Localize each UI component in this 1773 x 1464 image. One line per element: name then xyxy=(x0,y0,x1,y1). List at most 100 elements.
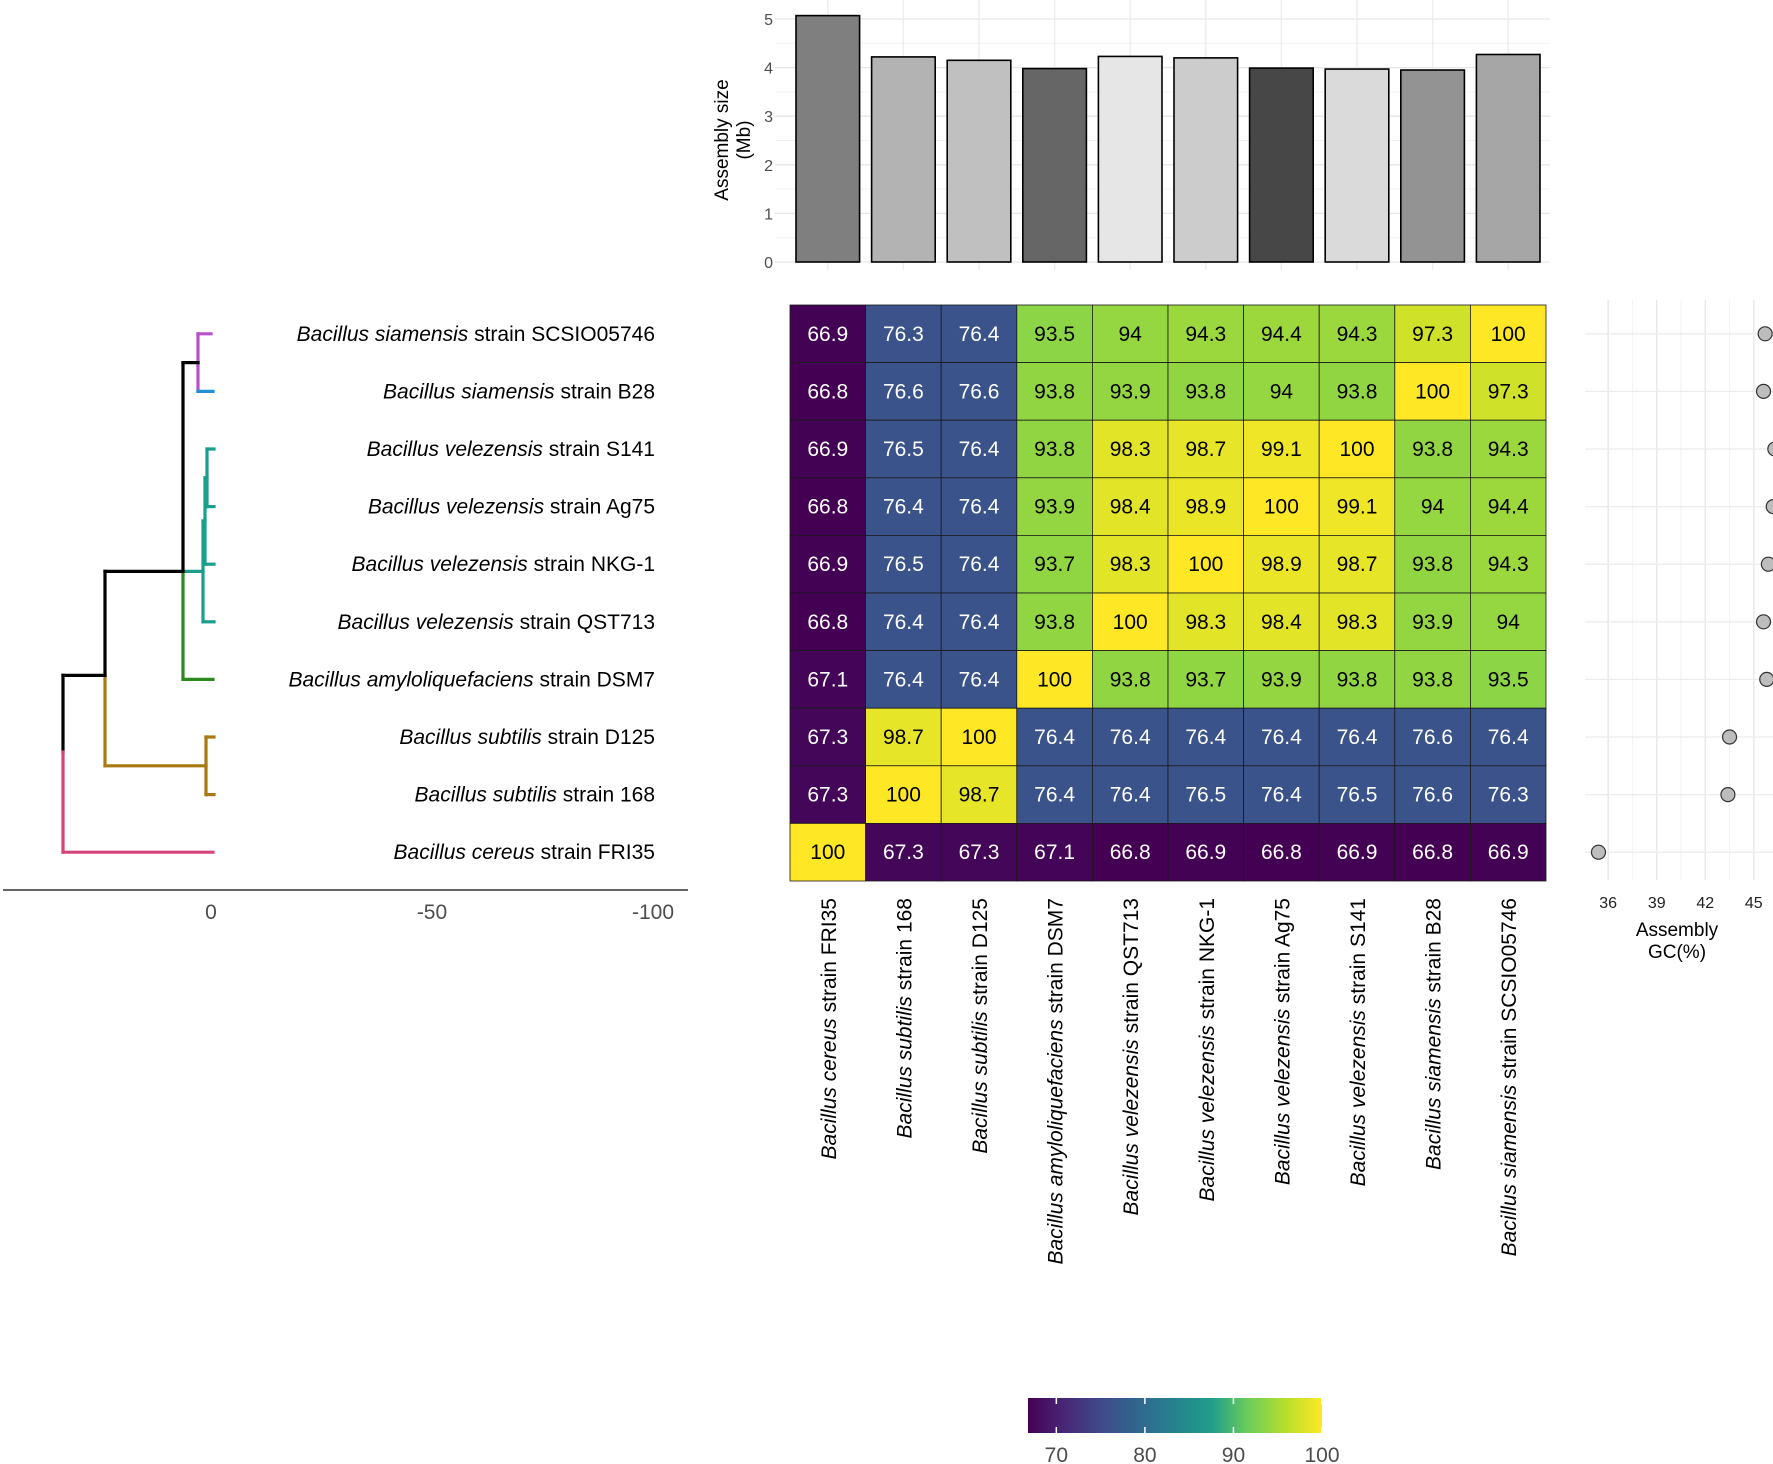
gc-x-axis-label-line: GC(%) xyxy=(1648,942,1706,963)
heatmap-cell-label: 93.9 xyxy=(1110,380,1151,403)
heatmap-cell-label: 98.3 xyxy=(1110,438,1151,461)
strain-species-name: Bacillus siamensis xyxy=(1498,1084,1521,1256)
bar-y-axis-label-line: (Mb) xyxy=(734,120,755,159)
heatmap-cell xyxy=(865,765,942,824)
heatmap-cell-label: 76.4 xyxy=(883,668,924,691)
heatmap-cell-label: 76.4 xyxy=(959,438,1000,461)
strain-species-name: Bacillus siamensis xyxy=(297,323,469,346)
heatmap-cell-label: 67.3 xyxy=(807,726,848,749)
heatmap-cell-label: 67.3 xyxy=(959,841,1000,864)
heatmap-cell xyxy=(865,535,942,594)
heatmap-cells xyxy=(789,304,1547,882)
heatmap-cell-label: 100 xyxy=(1264,496,1299,519)
heatmap-cell-label: 99.1 xyxy=(1261,438,1302,461)
tree-x-tick-label: -100 xyxy=(632,901,674,924)
heatmap-cell xyxy=(1394,707,1471,767)
heatmap-cell-label: 76.5 xyxy=(883,553,924,576)
heatmap-cell-label: 66.8 xyxy=(1261,841,1302,864)
heatmap-cell-label: 76.4 xyxy=(1110,784,1151,807)
gc-x-tick-label: 36 xyxy=(1599,895,1617,912)
tree-x-tick-label: -50 xyxy=(417,901,447,924)
heatmap-cell-label: 100 xyxy=(810,841,845,864)
heatmap-cell xyxy=(1167,477,1244,536)
heatmap-cell xyxy=(1243,592,1320,651)
heatmap-cell xyxy=(1243,419,1320,479)
heatmap-cell xyxy=(1016,362,1093,421)
heatmap-cell-label: 76.4 xyxy=(1337,726,1378,749)
bar-y-tick-label: 1 xyxy=(764,206,773,223)
heatmap-cell-label: 66.8 xyxy=(807,380,848,403)
heatmap-cell xyxy=(1470,765,1547,824)
strain-id: strain 168 xyxy=(893,898,916,996)
heatmap-cell-label: 94 xyxy=(1421,496,1445,519)
heatmap-cell-label: 100 xyxy=(1113,611,1148,634)
gc-plot-grid xyxy=(1585,300,1773,880)
heatmap-cell xyxy=(865,823,942,882)
heatmap-cell-label: 76.4 xyxy=(1034,726,1075,749)
gc-x-tick-label: 42 xyxy=(1696,895,1714,912)
heatmap-cell xyxy=(1167,419,1244,479)
heatmap-cell xyxy=(1318,419,1396,479)
strain-id: strain S141 xyxy=(1347,898,1370,1010)
heatmap-cell-label: 66.8 xyxy=(807,611,848,634)
heatmap-cell-label: 100 xyxy=(1339,438,1374,461)
heatmap-cell-label: 97.3 xyxy=(1488,380,1529,403)
strain-species-name: Bacillus siamensis xyxy=(383,380,555,403)
heatmap-cell xyxy=(1318,535,1396,594)
heatmap-cell-label: 93.8 xyxy=(1337,668,1378,691)
heatmap-cell-label: 76.4 xyxy=(883,496,924,519)
heatmap-cell-label: 100 xyxy=(1491,323,1526,346)
heatmap-cell xyxy=(1016,650,1093,709)
strain-id: strain D125 xyxy=(542,726,655,749)
heatmap-cell-label: 67.1 xyxy=(807,668,848,691)
heatmap-cell-label: 76.4 xyxy=(959,323,1000,346)
heatmap-cell-label: 93.8 xyxy=(1412,553,1453,576)
heatmap-cell xyxy=(1318,823,1396,882)
heatmap-cell xyxy=(789,477,866,536)
strain-id: strain D125 xyxy=(969,898,992,1011)
heatmap-cell-label: 66.9 xyxy=(807,553,848,576)
heatmap-cell-label: 100 xyxy=(1415,380,1450,403)
heatmap-cell-label: 76.6 xyxy=(959,380,1000,403)
heatmap-cell xyxy=(1016,765,1093,824)
heatmap-column-labels: Bacillus cereus strain FRI35 Bacillus sub… xyxy=(818,898,1521,1265)
heatmap-cell xyxy=(865,592,942,651)
column-label: Bacillus cereus strain FRI35 xyxy=(818,898,841,1159)
gc-point xyxy=(1720,786,1736,803)
heatmap-cell xyxy=(1470,823,1547,882)
gc-point xyxy=(1721,729,1738,745)
heatmap-cell-label: 97.3 xyxy=(1412,323,1453,346)
heatmap-cell-label: 94.4 xyxy=(1488,496,1529,519)
heatmap-cell-label: 76.4 xyxy=(1185,726,1226,749)
heatmap-cell-label: 98.4 xyxy=(1110,496,1151,519)
gc-point xyxy=(1755,614,1772,630)
heatmap-cell xyxy=(1394,419,1471,479)
heatmap-cell xyxy=(1016,707,1093,767)
row-label: Bacillus siamensis strain SCSIO05746 xyxy=(297,323,655,346)
bar xyxy=(795,14,861,263)
heatmap-cell xyxy=(940,707,1018,767)
heatmap-cell-labels: 66.9 76.3 76.4 93.5 94 94.3 94.4 94.3 97.3 100 66.… xyxy=(807,323,1529,864)
row-label: Bacillus siamensis strain B28 xyxy=(383,380,655,403)
bar xyxy=(1021,67,1088,263)
strain-id: strain 168 xyxy=(557,784,655,807)
heatmap-cell xyxy=(1092,477,1169,536)
heatmap-cell-label: 93.9 xyxy=(1034,496,1075,519)
strain-id: strain FRI35 xyxy=(818,898,841,1018)
bar xyxy=(870,56,936,263)
heatmap-cell-label: 94 xyxy=(1119,323,1143,346)
row-label: Bacillus velezensis strain Ag75 xyxy=(368,496,655,519)
strain-id: strain SCSIO05746 xyxy=(468,323,655,346)
strain-id: strain NKG-1 xyxy=(528,553,655,576)
heatmap-cell xyxy=(789,650,866,709)
heatmap-cell-label: 76.4 xyxy=(1488,726,1529,749)
colorbar-ticks: 70 80 90 100 xyxy=(1045,1398,1340,1464)
heatmap-cell-label: 98.9 xyxy=(1261,553,1302,576)
bar xyxy=(1475,53,1541,263)
heatmap-cell xyxy=(1394,765,1471,824)
strain-id: strain B28 xyxy=(1423,898,1446,998)
heatmap-cell-label: 93.8 xyxy=(1034,438,1075,461)
heatmap-cell-label: 76.6 xyxy=(883,380,924,403)
heatmap-cell xyxy=(789,765,866,824)
